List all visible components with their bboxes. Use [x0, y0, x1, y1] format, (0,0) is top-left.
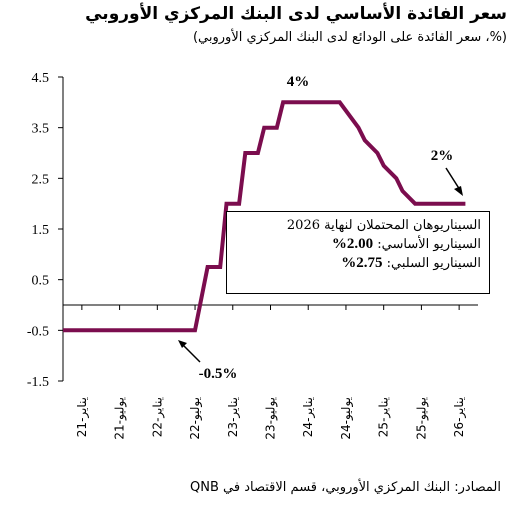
low-annotation: -0.5% [199, 366, 238, 382]
bear-scenario-label: السيناريو السلبي: [386, 256, 481, 271]
y-tick-label: -0.5 [27, 324, 49, 339]
x-tick-label: يناير-21 [75, 397, 90, 437]
peak-annotation: 4% [287, 74, 310, 90]
x-tick-label: يناير-26 [452, 397, 467, 437]
scenario-heading: السيناريوهان المحتملان لنهاية 2026 [286, 218, 481, 233]
x-tick-label: يوليو-24 [339, 397, 354, 440]
base-scenario-value: 2.00% [331, 236, 374, 252]
bear-scenario-value: 2.75% [341, 255, 383, 271]
x-tick-label: يوليو-25 [414, 397, 429, 440]
x-tick-label: يناير-23 [226, 397, 241, 437]
source-note: المصادر: البنك المركزي الأوروبي، قسم الا… [190, 480, 501, 495]
x-tick-label: يوليو-22 [188, 397, 203, 440]
y-tick-label: 1.5 [32, 223, 50, 238]
end-annotation: 2% [431, 148, 454, 164]
x-tick-label: يوليو-23 [264, 397, 279, 440]
end-arrow-head [454, 186, 463, 196]
y-tick-label: 3.5 [32, 122, 50, 137]
chart-subtitle: (%، سعر الفائدة على الودائع لدى البنك ال… [192, 30, 507, 45]
y-tick-label: 0.5 [32, 274, 50, 289]
scenario-box: السيناريوهان المحتملان لنهاية 2026 السين… [226, 211, 490, 294]
rate-series-line [63, 100, 466, 333]
y-tick-label: 2.5 [32, 172, 50, 187]
x-tick-label: يناير-24 [301, 397, 316, 437]
end-arrow [445, 167, 461, 191]
bear-scenario: السيناريو السلبي: 2.75% [235, 254, 481, 273]
x-tick-label: يناير-22 [150, 397, 165, 437]
x-tick-label: يوليو-21 [113, 397, 128, 440]
base-scenario-label: السيناريو الأساسي: [377, 237, 481, 252]
y-tick-label: 4.5 [32, 71, 50, 86]
low-arrow [181, 343, 201, 363]
x-tick-label: يناير-25 [377, 397, 392, 437]
chart-title: سعر الفائدة الأساسي لدى البنك المركزي ال… [85, 4, 507, 24]
base-scenario: السيناريو الأساسي: 2.00% [235, 235, 481, 254]
y-tick-label: -1.5 [27, 375, 49, 390]
low-arrow-head [178, 340, 187, 348]
